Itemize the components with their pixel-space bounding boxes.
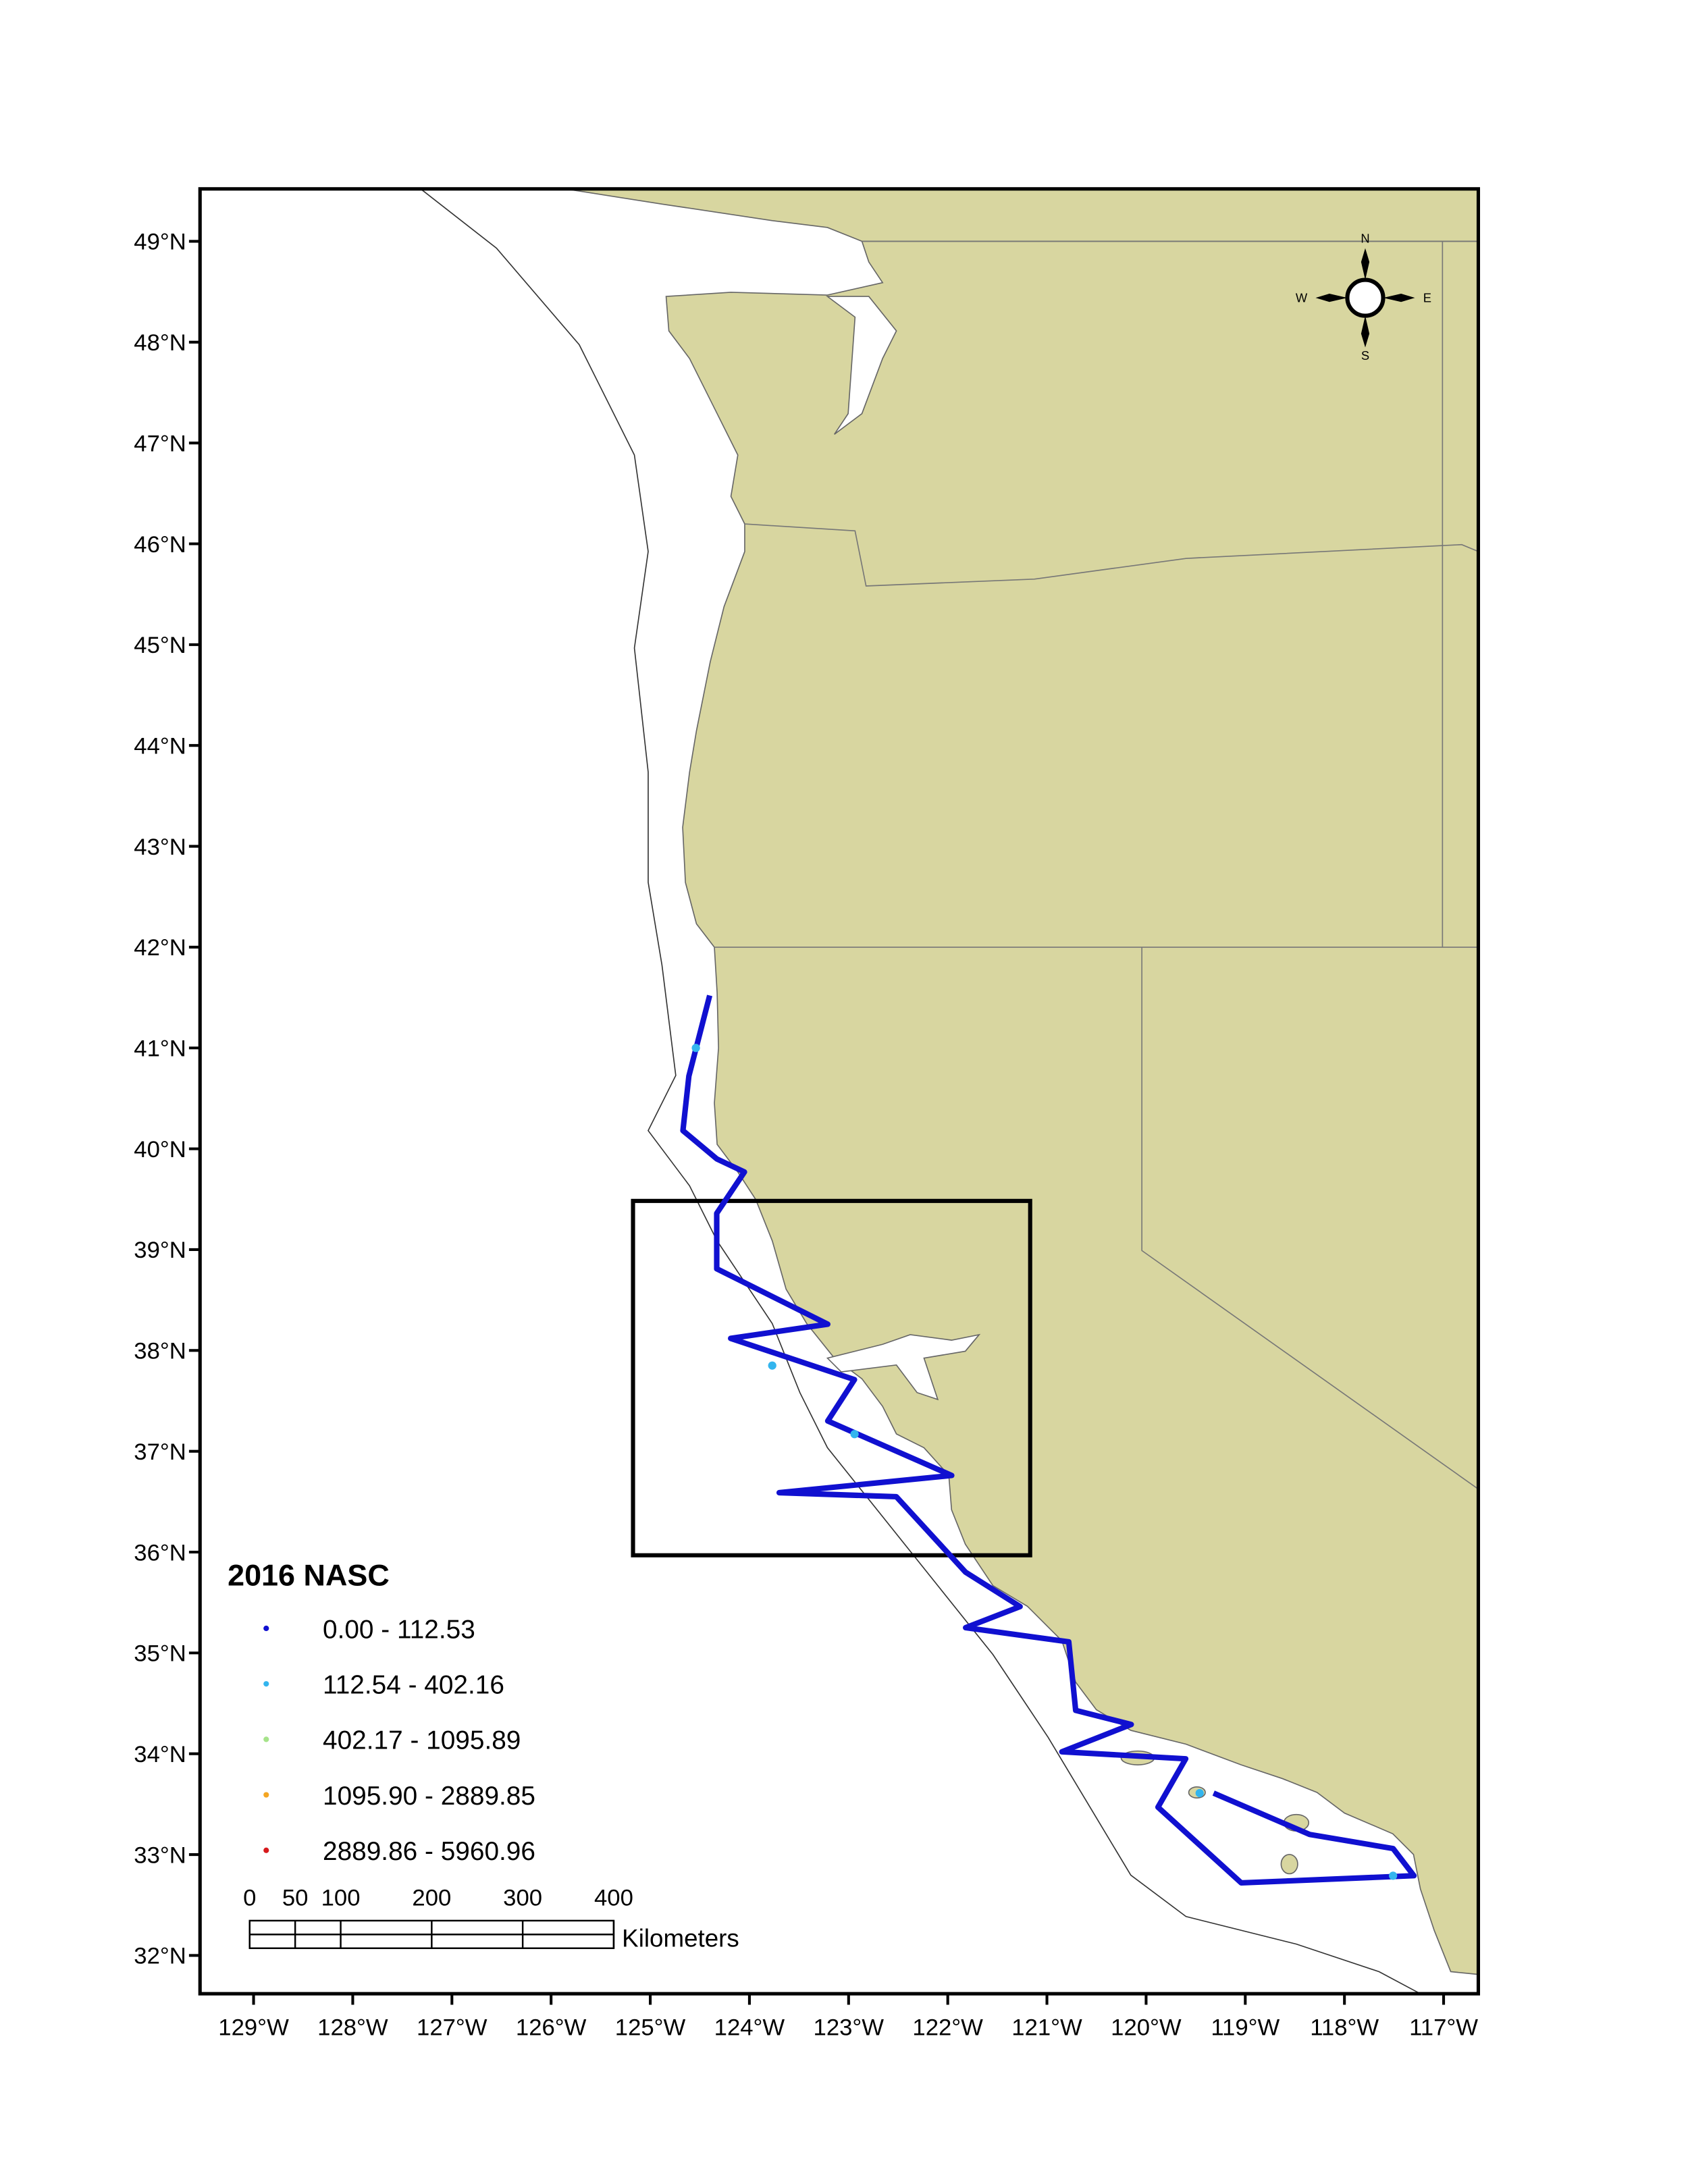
legend-label: 2889.86 - 5960.96 (323, 1837, 535, 1866)
nasc-point (850, 1430, 859, 1439)
y-tick-label: 49°N (134, 230, 186, 255)
scale-bar-label: 200 (412, 1885, 451, 1911)
island (1280, 1854, 1298, 1875)
x-tick-label: 120°W (1111, 2015, 1182, 2040)
legend-marker (263, 1847, 269, 1853)
scale-bar: 0 50 100 200 300 400 Kilometers (243, 1885, 739, 1952)
compass-ring (1345, 277, 1386, 318)
compass-arrows (1315, 248, 1415, 348)
legend: 0.00 - 112.53 112.54 - 402.16 402.17 - 109… (263, 1615, 535, 1866)
y-tick-label: 39°N (134, 1237, 186, 1263)
y-tick-label: 46°N (134, 532, 186, 558)
legend-label: 1095.90 - 2889.85 (323, 1782, 535, 1811)
map-frame (198, 187, 1481, 1996)
x-tick-label: 118°W (1310, 2015, 1379, 2040)
y-tick-label: 36°N (134, 1540, 186, 1566)
y-tick-label: 43°N (134, 834, 186, 860)
x-tick-label: 127°W (417, 2015, 487, 2040)
border (1141, 947, 1479, 1490)
legend-marker (263, 1792, 269, 1798)
legend-title: 2016 NASC (228, 1558, 390, 1593)
x-tick-label: 128°W (317, 2015, 388, 2040)
scale-bar-label: 50 (282, 1885, 309, 1911)
inset-box (631, 1198, 1032, 1557)
compass-n: N (1361, 231, 1369, 245)
x-tick-label: 126°W (516, 2015, 587, 2040)
y-tick-label: 38°N (134, 1339, 186, 1364)
legend-label: 112.54 - 402.16 (323, 1670, 504, 1699)
scale-bar-label: 400 (594, 1885, 633, 1911)
x-tick-label: 123°W (814, 2015, 885, 2040)
legend-label: 402.17 - 1095.89 (323, 1726, 521, 1755)
compass: N S W E (1296, 231, 1431, 363)
x-tick-label: 124°W (714, 2015, 785, 2040)
nasc-point (1195, 1788, 1204, 1798)
y-tick-label: 42°N (134, 935, 186, 961)
x-tick-label: 125°W (615, 2015, 686, 2040)
axes: 49°N 48°N 47°N 46°N 45°N 44°N 43°N 42°N 41°N 40°N… (134, 230, 1478, 2041)
scale-bar-label: 300 (503, 1885, 542, 1911)
legend-marker (263, 1736, 269, 1742)
nasc-point (691, 1044, 700, 1053)
y-tick-label: 48°N (134, 330, 186, 356)
legend-marker (263, 1681, 269, 1687)
y-tick-label: 44°N (134, 733, 186, 759)
puget-sound (826, 296, 897, 435)
x-tick-label: 121°W (1011, 2015, 1082, 2040)
vancouver-island (565, 188, 1479, 242)
state-borders (714, 240, 1479, 1490)
nasc-point (768, 1361, 776, 1370)
y-tick-label: 40°N (134, 1137, 186, 1163)
x-tick-label: 122°W (912, 2015, 983, 2040)
legend-label: 0.00 - 112.53 (323, 1615, 475, 1644)
y-tick-label: 35°N (134, 1641, 186, 1667)
scale-bar-unit: Kilometers (622, 1925, 739, 1952)
y-tick-label: 45°N (134, 633, 186, 658)
scale-bar-label: 0 (243, 1885, 256, 1911)
y-tick-label: 41°N (134, 1036, 186, 1062)
x-tick-label: 117°W (1409, 2015, 1478, 2040)
y-tick-label: 34°N (134, 1742, 186, 1767)
border (744, 523, 1479, 587)
y-tick-label: 32°N (134, 1944, 186, 1969)
land-layer (565, 188, 1479, 1975)
legend-marker (263, 1625, 269, 1632)
nasc-point (1389, 1871, 1398, 1880)
y-tick-label: 47°N (134, 431, 186, 456)
y-tick-label: 33°N (134, 1842, 186, 1868)
survey-tracks (680, 994, 1417, 1886)
survey-track (680, 994, 1417, 1886)
sf-bay (826, 1333, 981, 1401)
compass-s: S (1361, 348, 1369, 363)
x-tick-label: 119°W (1211, 2015, 1280, 2040)
y-tick-label: 37°N (134, 1439, 186, 1465)
scale-bar-label: 100 (321, 1885, 361, 1911)
compass-w: W (1296, 290, 1308, 304)
mainland (665, 240, 1479, 1975)
x-tick-label: 129°W (218, 2015, 289, 2040)
compass-e: E (1423, 290, 1431, 304)
